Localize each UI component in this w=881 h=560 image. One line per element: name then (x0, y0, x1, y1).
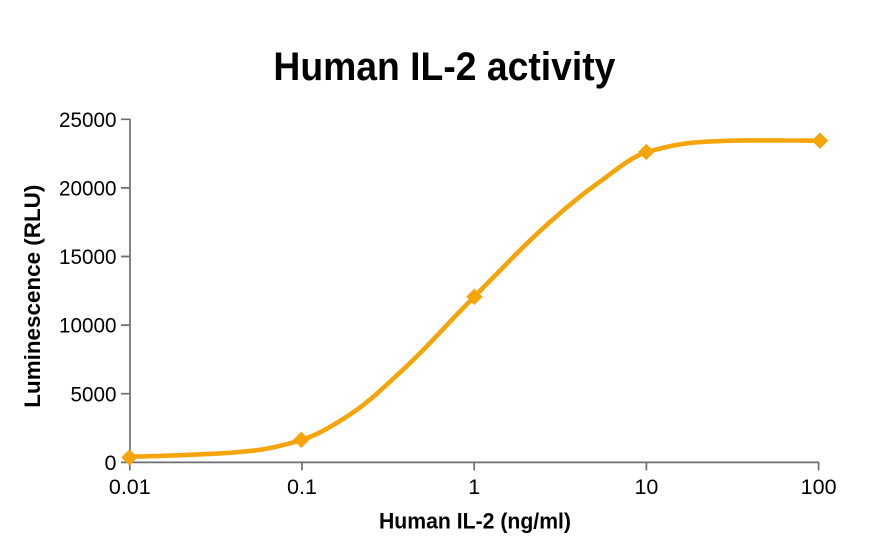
svg-text:Human IL-2 (ng/ml): Human IL-2 (ng/ml) (379, 509, 571, 534)
svg-text:100: 100 (801, 475, 837, 499)
svg-text:10: 10 (634, 475, 658, 499)
svg-text:Human IL-2 activity: Human IL-2 activity (273, 45, 616, 89)
svg-text:5000: 5000 (71, 382, 117, 406)
svg-text:Luminescence (RLU): Luminescence (RLU) (20, 185, 45, 408)
svg-text:25000: 25000 (59, 108, 117, 132)
svg-text:1: 1 (468, 475, 480, 499)
svg-text:10000: 10000 (59, 314, 117, 338)
svg-text:15000: 15000 (59, 245, 117, 269)
svg-text:0.01: 0.01 (109, 475, 151, 499)
svg-text:20000: 20000 (59, 177, 117, 201)
svg-text:0: 0 (105, 451, 117, 475)
svg-text:0.1: 0.1 (287, 475, 317, 499)
